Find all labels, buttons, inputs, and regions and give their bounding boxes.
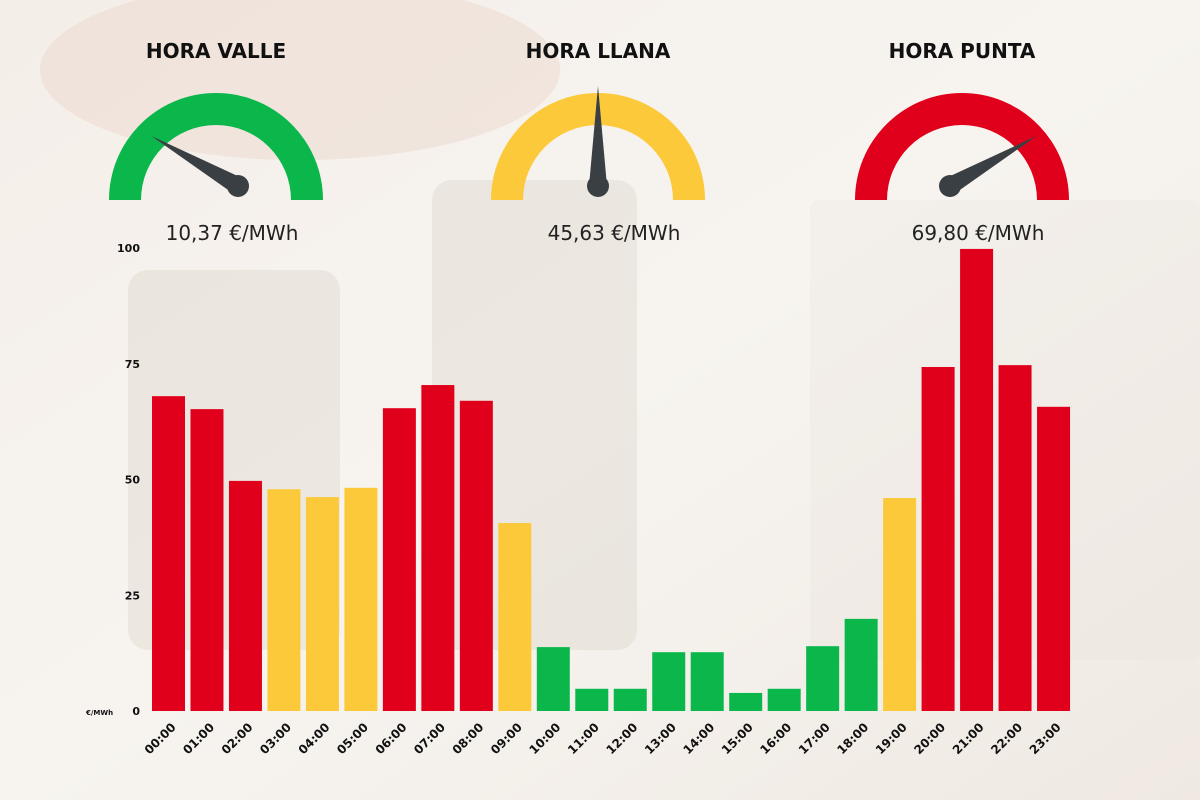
bar — [267, 489, 301, 711]
bar — [152, 396, 185, 711]
bar — [1037, 406, 1071, 711]
bar — [382, 408, 416, 711]
bar — [883, 498, 917, 711]
y-tick-label: 100 — [117, 242, 140, 255]
bar — [305, 497, 339, 711]
bar — [960, 248, 994, 711]
y-tick-label: 75 — [125, 358, 140, 371]
gauge-arc — [491, 93, 705, 200]
bar — [806, 646, 840, 711]
bar — [998, 365, 1032, 711]
y-tick-label: 50 — [125, 474, 141, 487]
gauges: HORA VALLE 10,37 €/MWh HORA LLANA 45,63 €/M… — [109, 39, 1069, 245]
gauge-needle — [589, 86, 607, 186]
gauge-pivot — [587, 175, 609, 197]
bar — [690, 652, 724, 711]
gauge-value: 45,63 €/MWh — [548, 221, 681, 245]
bar — [228, 480, 262, 711]
bar — [421, 385, 455, 711]
bar — [459, 400, 493, 711]
gauge-arc — [855, 93, 1069, 200]
gauge-needle — [945, 136, 1037, 194]
gauge-title: HORA PUNTA — [889, 39, 1036, 63]
gauge-title: HORA VALLE — [146, 39, 286, 63]
bar — [652, 652, 686, 711]
gauge-pivot — [939, 175, 961, 197]
gauge-value: 10,37 €/MWh — [166, 221, 299, 245]
y-unit: €/MWh — [85, 709, 113, 717]
bar — [536, 647, 570, 711]
bar — [190, 409, 224, 711]
gauge-value: 69,80 €/MWh — [912, 221, 1045, 245]
bar — [729, 692, 763, 711]
bar — [498, 523, 532, 711]
y-tick-label: 25 — [125, 589, 140, 602]
bar — [921, 366, 955, 711]
bar — [844, 618, 878, 711]
bar — [344, 487, 378, 711]
gauge-title: HORA LLANA — [526, 39, 671, 63]
gauge-arc — [109, 93, 323, 200]
gauge-needle — [151, 136, 243, 194]
y-tick-label: 0 — [132, 705, 140, 718]
bar — [613, 688, 647, 711]
bar — [575, 688, 609, 711]
bar — [767, 688, 801, 711]
gauge-pivot — [227, 175, 249, 197]
